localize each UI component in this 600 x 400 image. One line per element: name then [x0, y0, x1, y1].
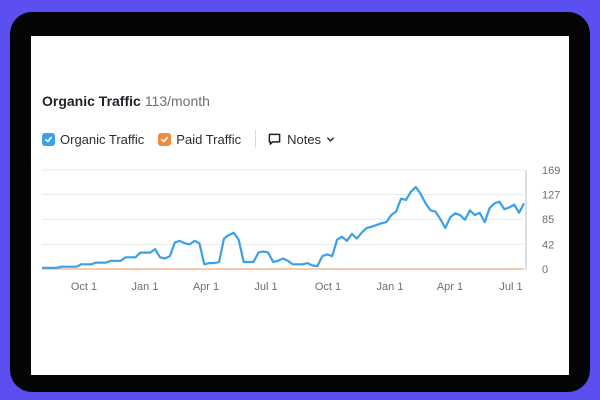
chart-title: Organic Traffic 113/month [42, 93, 210, 109]
x-tick-label: Jul 1 [499, 281, 522, 293]
legend-label-organic: Organic Traffic [60, 131, 145, 147]
x-tick-label: Oct 1 [315, 281, 341, 293]
chart-card: Organic Traffic 113/month Organic Traffic… [31, 36, 569, 375]
notes-dropdown[interactable]: Notes [268, 132, 341, 147]
legend-divider [255, 130, 257, 148]
notes-label: Notes [287, 131, 322, 147]
y-tick-label: 42 [542, 239, 554, 251]
chart-grid [42, 169, 524, 245]
title-label: Organic Traffic [42, 93, 141, 109]
y-tick-label: 169 [542, 165, 560, 177]
x-tick-label: Oct 1 [71, 281, 97, 293]
x-tick-label: Apr 1 [193, 281, 219, 293]
checkbox-checked-icon[interactable] [158, 132, 172, 146]
legend: Organic Traffic Paid Traffic Notes [42, 130, 341, 148]
x-tick-label: Jul 1 [254, 281, 277, 293]
x-tick-label: Jan 1 [132, 281, 159, 293]
y-axis: 0 42 85 127 169 [542, 165, 560, 276]
y-tick-label: 127 [542, 190, 560, 202]
comment-icon [268, 133, 281, 145]
legend-label-paid: Paid Traffic [176, 131, 242, 147]
line-chart: 0 42 85 127 169 Oct 1 Jan 1 Apr 1 Jul 1 Oct 1 Jan… [42, 165, 560, 293]
organic-traffic-line [42, 185, 525, 269]
x-tick-label: Apr 1 [437, 281, 463, 293]
checkbox-checked-icon[interactable] [42, 132, 55, 146]
y-tick-label: 85 [542, 214, 554, 226]
traffic-value: 113/month [144, 93, 210, 109]
legend-item-organic[interactable]: Organic Traffic [42, 132, 144, 147]
legend-item-paid[interactable]: Paid Traffic [158, 132, 241, 147]
chevron-down-icon [327, 136, 334, 142]
x-tick-label: Jan 1 [377, 281, 404, 293]
x-axis: Oct 1 Jan 1 Apr 1 Jul 1 Oct 1 Jan 1 Apr 1 Jul 1 [71, 281, 523, 293]
y-tick-label: 0 [542, 264, 548, 276]
